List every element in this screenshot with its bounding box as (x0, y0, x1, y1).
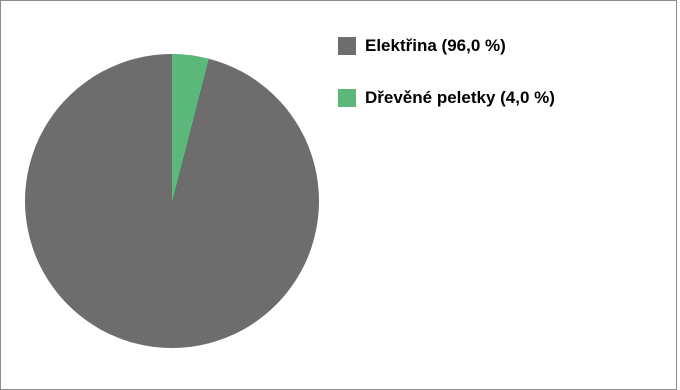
legend-label-elektrina: Elektřina (96,0 %) (365, 36, 506, 55)
legend-swatch-drevene-peletky (338, 89, 356, 107)
legend-label-drevene-peletky: Dřevěné peletky (4,0 %) (365, 88, 555, 107)
legend-swatch-elektrina (338, 37, 356, 55)
legend-item-elektrina: Elektřina (96,0 %) (338, 36, 555, 56)
legend-item-drevene-peletky: Dřevěné peletky (4,0 %) (338, 88, 555, 108)
legend: Elektřina (96,0 %) Dřevěné peletky (4,0 … (338, 36, 555, 140)
pie-slice-elektrina (25, 54, 320, 349)
pie-chart (25, 54, 320, 349)
pie-slice-drevene-peletky (172, 54, 209, 201)
